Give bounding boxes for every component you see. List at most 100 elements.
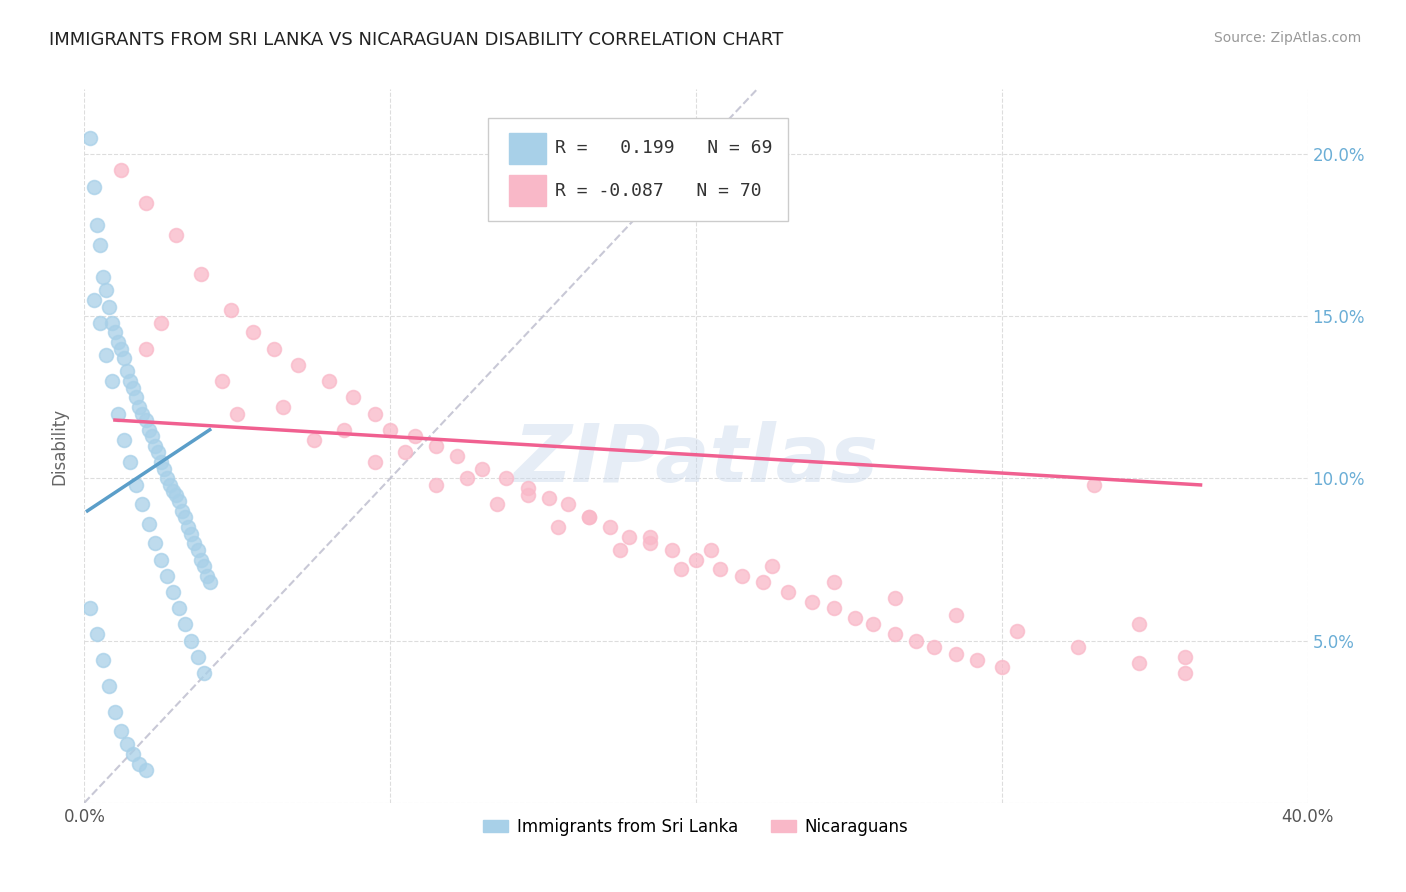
Point [557,497,579,511]
Point [165,228,187,243]
Point [186,542,208,557]
Point [1174,649,1197,664]
Point [495,471,517,485]
Point [578,510,600,524]
Point [226,407,249,421]
Point [138,423,160,437]
Point [486,497,509,511]
Point [97,679,120,693]
Point [752,575,775,590]
Point [153,461,176,475]
Point [924,640,946,654]
Point [364,455,387,469]
Point [844,611,866,625]
Point [287,358,309,372]
Point [120,455,142,469]
Point [122,747,145,761]
Legend: Immigrants from Sri Lanka, Nicaraguans: Immigrants from Sri Lanka, Nicaraguans [475,810,917,845]
Point [198,575,221,590]
Point [638,536,661,550]
Point [342,390,364,404]
Point [91,653,114,667]
Point [966,653,988,667]
Point [91,270,114,285]
Point [180,526,202,541]
Point [135,764,157,778]
Point [94,348,117,362]
Point [122,381,145,395]
Point [159,478,181,492]
Point [219,302,242,317]
Point [110,724,132,739]
Point [862,617,884,632]
FancyBboxPatch shape [488,118,787,221]
Point [177,520,200,534]
Text: R =   0.199   N = 69: R = 0.199 N = 69 [555,139,773,157]
Point [609,542,631,557]
Point [135,195,157,210]
Point [547,520,569,534]
Point [138,516,160,531]
Point [776,585,799,599]
Point [167,601,190,615]
Point [1128,657,1150,671]
Point [945,607,967,622]
Point [823,601,845,615]
Point [79,131,101,145]
Point [149,316,172,330]
Point [131,497,153,511]
Point [211,374,233,388]
Point [89,316,111,330]
Point [131,407,153,421]
Point [364,407,387,421]
Bar [509,175,546,206]
Point [1174,666,1197,681]
Point [156,471,179,485]
Point [394,445,416,459]
Point [143,536,166,550]
Point [318,374,340,388]
Point [617,530,640,544]
Point [162,585,184,599]
Point [731,568,754,582]
Point [86,219,108,233]
Point [89,238,111,252]
Point [156,568,179,582]
Point [599,520,621,534]
Point [97,300,120,314]
Point [83,293,105,307]
Point [271,400,294,414]
Point [1005,624,1028,638]
Point [86,627,108,641]
Point [456,471,478,485]
Text: IMMIGRANTS FROM SRI LANKA VS NICARAGUAN DISABILITY CORRELATION CHART: IMMIGRANTS FROM SRI LANKA VS NICARAGUAN … [49,31,783,49]
Point [991,659,1014,673]
Point [945,647,967,661]
Point [83,179,105,194]
Point [167,494,190,508]
Point [101,316,124,330]
Point [186,649,208,664]
Point [471,461,494,475]
Point [135,413,157,427]
Point [446,449,468,463]
Point [761,559,783,574]
Point [183,536,205,550]
Point [104,705,127,719]
Point [125,478,148,492]
Point [1067,640,1090,654]
Text: R = -0.087   N = 70: R = -0.087 N = 70 [555,182,762,200]
Point [700,542,723,557]
Point [165,488,187,502]
Point [193,559,215,574]
Point [149,552,172,566]
Point [190,552,212,566]
Point [263,342,285,356]
Point [380,423,402,437]
Y-axis label: Disability: Disability [51,408,69,484]
Point [143,439,166,453]
Point [1083,478,1105,492]
Point [162,484,184,499]
Point [79,601,101,615]
Point [638,530,661,544]
